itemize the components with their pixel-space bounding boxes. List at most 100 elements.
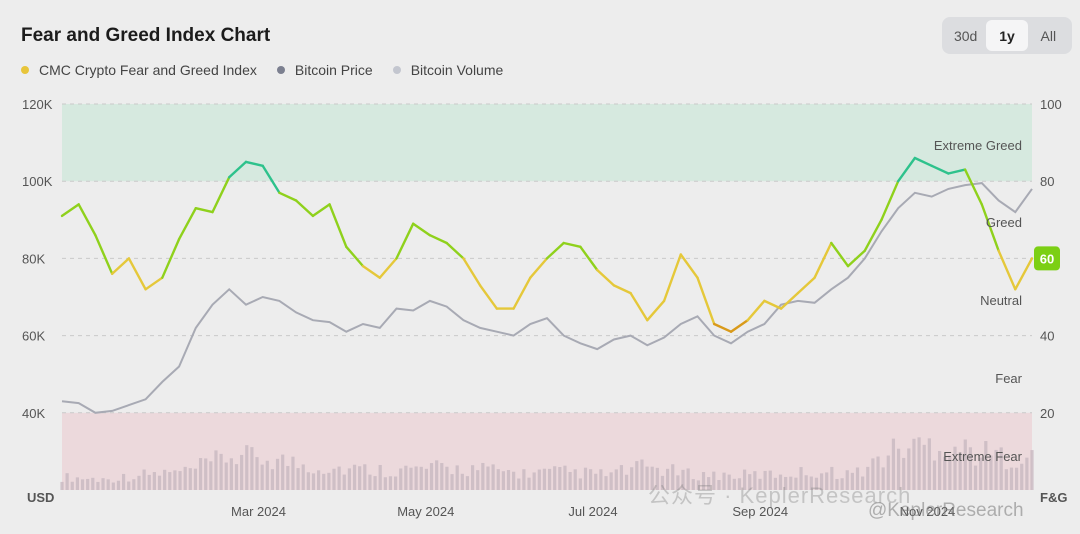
volume-bar bbox=[414, 466, 418, 490]
zone-label: Fear bbox=[995, 371, 1022, 386]
volume-bar bbox=[142, 469, 146, 490]
volume-bar bbox=[973, 465, 978, 490]
legend-item-bitcoin-price[interactable]: Bitcoin Price bbox=[276, 62, 373, 78]
volume-bar bbox=[70, 481, 74, 490]
volume-bar bbox=[178, 471, 182, 490]
fear-greed-segment bbox=[696, 276, 716, 326]
volume-bar bbox=[147, 474, 151, 490]
volume-bar bbox=[486, 466, 490, 490]
left-axis-tick: 120K bbox=[22, 97, 53, 112]
volume-bar bbox=[455, 465, 459, 490]
fear-greed-segment bbox=[980, 203, 1000, 252]
volume-bar bbox=[106, 479, 110, 490]
volume-bar bbox=[234, 464, 239, 490]
legend-item-bitcoin-volume[interactable]: Bitcoin Volume bbox=[392, 62, 503, 78]
volume-bar bbox=[789, 476, 793, 490]
left-axis-unit: USD bbox=[27, 490, 54, 505]
fear-greed-segment bbox=[77, 203, 97, 237]
volume-bar bbox=[984, 441, 988, 490]
volume-bar bbox=[429, 463, 434, 490]
volume-bar bbox=[286, 465, 290, 490]
fear-greed-segment bbox=[261, 164, 281, 195]
volume-bar bbox=[804, 475, 808, 490]
left-axis-tick: 60K bbox=[22, 329, 45, 344]
volume-bar bbox=[999, 447, 1003, 490]
fear-greed-segment bbox=[963, 168, 983, 206]
volume-bar bbox=[794, 477, 798, 490]
volume-bar bbox=[763, 470, 767, 490]
fear-greed-segment bbox=[796, 276, 816, 295]
volume-bar bbox=[825, 472, 829, 490]
fear-greed-segment bbox=[662, 253, 682, 303]
volume-bar bbox=[80, 479, 85, 490]
fear-greed-segment bbox=[94, 233, 114, 275]
volume-bar bbox=[907, 448, 911, 490]
legend-dot-icon bbox=[276, 66, 285, 74]
volume-bar bbox=[445, 466, 449, 490]
volume-bar bbox=[347, 468, 352, 490]
volume-bar bbox=[373, 476, 377, 490]
fear-greed-segment bbox=[947, 168, 967, 175]
volume-bar bbox=[922, 444, 926, 490]
volume-bar bbox=[589, 469, 593, 490]
fear-greed-segment bbox=[813, 241, 833, 279]
volume-bar bbox=[1030, 450, 1034, 490]
current-value-badge bbox=[1034, 246, 1060, 271]
fear-greed-segment bbox=[579, 245, 599, 272]
volume-bar bbox=[116, 480, 121, 490]
volume-bar bbox=[327, 472, 331, 490]
volume-bar bbox=[917, 437, 921, 490]
volume-bar bbox=[250, 447, 254, 490]
volume-bar bbox=[932, 460, 937, 490]
volume-bar bbox=[558, 467, 562, 490]
volume-bar bbox=[224, 462, 228, 490]
volume-bar bbox=[419, 466, 423, 490]
fear-greed-segment bbox=[395, 222, 415, 260]
fear-greed-segment bbox=[244, 160, 264, 168]
volume-bar bbox=[512, 471, 516, 490]
volume-bar bbox=[855, 467, 860, 490]
volume-bar bbox=[363, 464, 367, 490]
fear-greed-segment bbox=[880, 179, 900, 222]
volume-bar bbox=[624, 474, 629, 490]
volume-bar bbox=[332, 468, 336, 490]
volume-bar bbox=[219, 453, 223, 490]
volume-bar bbox=[306, 472, 310, 490]
legend-item-fear-greed[interactable]: CMC Crypto Fear and Greed Index bbox=[21, 62, 257, 78]
fear-greed-segment bbox=[110, 257, 131, 275]
volume-bar bbox=[553, 466, 557, 490]
fear-greed-segment bbox=[428, 233, 448, 245]
range-1y-button[interactable]: 1y bbox=[986, 20, 1028, 51]
fear-greed-segment bbox=[763, 299, 783, 310]
range-selector: 30d 1y All bbox=[942, 17, 1072, 54]
volume-bar bbox=[619, 465, 624, 490]
fear-greed-segment bbox=[378, 257, 398, 279]
fear-greed-segment bbox=[361, 264, 381, 279]
volume-bar bbox=[183, 466, 187, 490]
volume-bar bbox=[968, 447, 973, 490]
volume-bar bbox=[845, 470, 849, 490]
volume-bar bbox=[496, 469, 500, 490]
volume-bar bbox=[60, 481, 64, 490]
volume-bar bbox=[696, 480, 701, 490]
volume-bar bbox=[717, 479, 721, 490]
volume-bar bbox=[578, 478, 582, 490]
volume-bar bbox=[1004, 469, 1008, 490]
volume-bar bbox=[645, 466, 649, 490]
volume-bar bbox=[819, 473, 824, 490]
volume-bar bbox=[604, 476, 608, 490]
volume-bar bbox=[927, 438, 931, 490]
volume-bar bbox=[958, 452, 962, 490]
volume-bar bbox=[953, 446, 957, 490]
volume-bar bbox=[173, 470, 177, 490]
volume-bar bbox=[229, 458, 233, 490]
range-30d-button[interactable]: 30d bbox=[953, 27, 978, 44]
fear-greed-segment bbox=[930, 164, 950, 175]
volume-bar bbox=[527, 477, 531, 490]
volume-bar bbox=[1020, 463, 1024, 490]
right-axis-tick: 80 bbox=[1040, 174, 1054, 189]
right-axis-tick: 100 bbox=[1040, 97, 1062, 112]
volume-bar bbox=[522, 469, 526, 490]
volume-bar bbox=[583, 467, 588, 490]
range-all-button[interactable]: All bbox=[1040, 27, 1057, 44]
